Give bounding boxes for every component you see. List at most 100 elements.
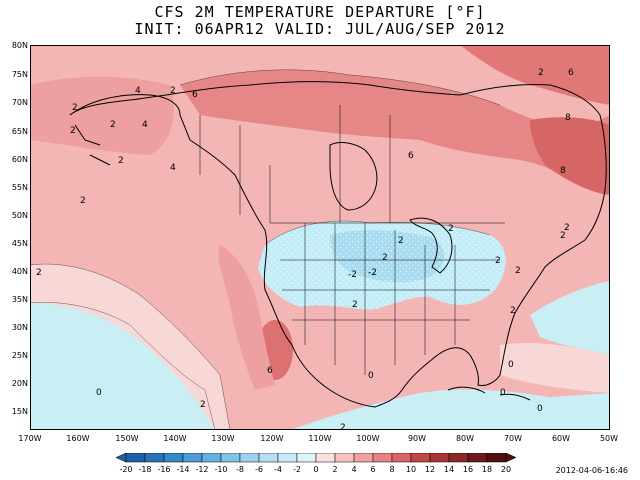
chart-subtitle: INIT: 06APR12 VALID: JUL/AUG/SEP 2012 (134, 20, 506, 38)
contour-label: 2 (538, 68, 544, 78)
state-lines (199, 105, 505, 375)
contour-label: 2 (382, 253, 388, 263)
contour-label: 2 (560, 231, 566, 241)
lat-label: 60N (11, 155, 28, 164)
colorbar-tick-label: 14 (444, 465, 454, 474)
colorbar-tick-label: 10 (406, 465, 416, 474)
field-atlantic-neutral (500, 343, 610, 393)
colorbar-tick-label: 12 (425, 465, 435, 474)
lon-label: 50W (599, 434, 619, 443)
colorbar-swatch (486, 453, 507, 463)
colorbar-swatch (315, 453, 336, 463)
contour-label: 0 (500, 388, 506, 398)
contour-label: 0 (96, 388, 102, 398)
colorbar-tick-label: -16 (157, 465, 170, 474)
colorbar-swatch (144, 453, 165, 463)
colorbar-swatch (220, 453, 241, 463)
lat-label: 30N (11, 323, 28, 332)
contour-label: 2 (118, 156, 124, 166)
field-quebec-warm (530, 117, 610, 195)
contour-label: 8 (565, 113, 571, 123)
colorbar-swatch (296, 453, 317, 463)
contour-label: 6 (192, 90, 198, 100)
lon-label: 140W (163, 434, 187, 443)
colorbar-swatch (125, 453, 146, 463)
lon-label: 160W (66, 434, 90, 443)
chart-title: CFS 2M TEMPERATURE DEPARTURE [°F] (154, 3, 486, 21)
contour-label: 4 (170, 163, 176, 173)
contour-label: 6 (408, 151, 414, 161)
contour-label: 6 (267, 366, 273, 376)
lat-label: 80N (11, 41, 28, 50)
contour-label: 4 (135, 86, 141, 96)
contour-label: 2 (448, 224, 454, 234)
contour-label: 2 (495, 256, 501, 266)
field-east-pac-warm (218, 245, 275, 390)
field-alaska-warm (30, 76, 174, 155)
field-arctic-warm (180, 69, 610, 195)
lat-label: 75N (11, 70, 28, 79)
colorbar-tick-label: -20 (119, 465, 132, 474)
field-pacific-neutral (30, 264, 230, 430)
temperature-map: 2 4 2 6 2 4 2 2 6 8 8 6 2 2 4 2 -2 -2 2 … (30, 45, 610, 430)
contour-label-group: 2 4 2 6 2 4 2 2 6 8 8 6 2 2 4 2 -2 -2 2 … (36, 68, 574, 430)
colorbar-tick-label: 8 (389, 465, 394, 474)
colorbar-tick-label: 0 (313, 465, 318, 474)
colorbar-swatch (391, 453, 412, 463)
colorbar-swatch (201, 453, 222, 463)
contour-label: 2 (170, 86, 176, 96)
colorbar-tick-label: -10 (214, 465, 227, 474)
lon-label: 170W (18, 434, 42, 443)
colorbar-tick-label: 2 (332, 465, 337, 474)
colorbar-tick-label: 16 (463, 465, 473, 474)
colorbar-swatches (115, 453, 517, 463)
colorbar-tick-label: 6 (370, 465, 375, 474)
contour-label: 2 (564, 223, 570, 233)
contour-label: 0 (508, 360, 514, 370)
lon-label: 100W (356, 434, 380, 443)
colorbar-swatch (372, 453, 393, 463)
contour-label: 2 (340, 423, 346, 430)
colorbar-tick-label: 20 (501, 465, 511, 474)
contour-lines (30, 69, 501, 430)
field-us-stipple (258, 221, 506, 310)
contour-label: -2 (348, 270, 357, 280)
field-greenland-warm (460, 45, 610, 105)
lon-label: 110W (308, 434, 332, 443)
colorbar-swatch (410, 453, 431, 463)
contour-label: 2 (200, 400, 206, 410)
contour-label: 8 (560, 166, 566, 176)
timestamp: 2012-04-06-16:46 (555, 466, 628, 475)
colorbar-max-arrow (505, 453, 517, 463)
contour-label: 2 (398, 236, 404, 246)
contour-label: 2 (72, 103, 78, 113)
lat-label: 70N (11, 98, 28, 107)
colorbar-labels: -20 -18 -16 -14 -12 -10 -8 -6 -4 -2 0 2 4 6 8 10 12 14 16 1… (119, 465, 511, 474)
contour-label: 4 (142, 120, 148, 130)
contour-label: 0 (368, 371, 374, 381)
colorbar-swatch (353, 453, 374, 463)
contour-label: 2 (70, 126, 76, 136)
field-pacific-cool (30, 302, 215, 430)
contour-label: 2 (110, 120, 116, 130)
lat-label: 55N (11, 183, 28, 192)
colorbar-swatch (467, 453, 488, 463)
lat-label: 45N (11, 239, 28, 248)
colorbar-tick-label: -4 (274, 465, 282, 474)
colorbar: -20 -18 -16 -14 -12 -10 -8 -6 -4 -2 0 2 4 6 8 10 12 14 16 1… (115, 453, 517, 474)
colorbar-swatch (277, 453, 298, 463)
colorbar-swatch (182, 453, 203, 463)
lat-label: 25N (11, 351, 28, 360)
contour-label: -2 (368, 268, 377, 278)
colorbar-swatch (429, 453, 450, 463)
lon-label: 150W (115, 434, 139, 443)
lon-label: 80W (455, 434, 475, 443)
lon-label: 130W (211, 434, 235, 443)
colorbar-swatch (448, 453, 469, 463)
contour-label: 6 (568, 68, 574, 78)
colorbar-tick-label: 4 (351, 465, 356, 474)
map-border (30, 45, 610, 430)
contour-label: 0 (537, 404, 543, 414)
colorbar-min-arrow (115, 453, 127, 463)
lat-label: 40N (11, 267, 28, 276)
